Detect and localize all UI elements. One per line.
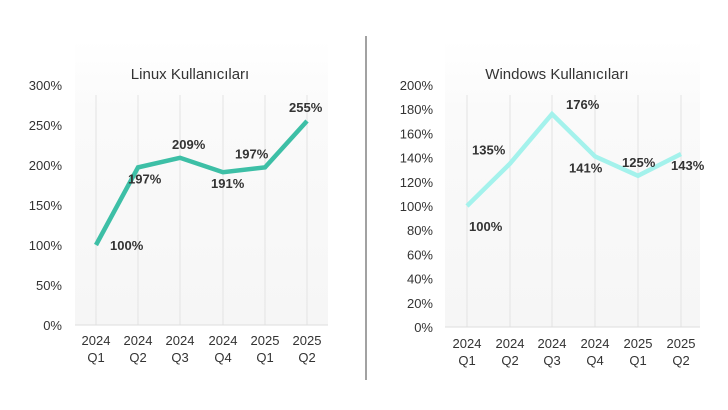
windows-x-tick-year: 2024 bbox=[453, 336, 482, 351]
linux-x-tick-quarter: Q2 bbox=[129, 350, 146, 365]
windows-x-tick-quarter: Q3 bbox=[543, 353, 560, 368]
linux-x-tick-year: 2025 bbox=[251, 333, 280, 348]
windows-y-tick-label: 100% bbox=[400, 199, 434, 214]
windows-y-tick-label: 60% bbox=[407, 247, 433, 262]
linux-x-tick-quarter: Q2 bbox=[298, 350, 315, 365]
windows-y-tick-label: 40% bbox=[407, 272, 433, 287]
linux-y-tick-label: 50% bbox=[36, 278, 62, 293]
linux-x-tick-year: 2024 bbox=[209, 333, 238, 348]
linux-x-tick-quarter: Q1 bbox=[87, 350, 104, 365]
linux-data-label: 197% bbox=[128, 171, 162, 186]
linux-y-tick-label: 300% bbox=[29, 78, 63, 93]
linux-x-tick-year: 2024 bbox=[166, 333, 195, 348]
windows-y-tick-label: 200% bbox=[400, 78, 434, 93]
windows-x-tick-year: 2025 bbox=[624, 336, 653, 351]
windows-x-tick-quarter: Q1 bbox=[629, 353, 646, 368]
linux-chart-title: Linux Kullanıcıları bbox=[131, 66, 249, 83]
windows-x-tick-quarter: Q1 bbox=[458, 353, 475, 368]
linux-x-tick-year: 2024 bbox=[82, 333, 111, 348]
windows-x-tick-year: 2024 bbox=[538, 336, 567, 351]
windows-y-tick-label: 120% bbox=[400, 175, 434, 190]
linux-data-label: 100% bbox=[110, 238, 144, 253]
linux-x-tick-year: 2025 bbox=[293, 333, 322, 348]
windows-x-tick-quarter: Q2 bbox=[501, 353, 518, 368]
linux-x-tick-quarter: Q3 bbox=[171, 350, 188, 365]
linux-data-label: 191% bbox=[211, 176, 245, 191]
linux-x-tick-quarter: Q1 bbox=[256, 350, 273, 365]
linux-x-tick-year: 2024 bbox=[124, 333, 153, 348]
windows-x-tick-year: 2024 bbox=[581, 336, 610, 351]
windows-series-line bbox=[465, 110, 683, 208]
windows-y-tick-label: 180% bbox=[400, 102, 434, 117]
windows-data-label: 125% bbox=[622, 155, 656, 170]
windows-x-tick-quarter: Q2 bbox=[672, 353, 689, 368]
windows-chart-title: Windows Kullanıcıları bbox=[485, 66, 628, 83]
windows-data-label: 135% bbox=[472, 143, 506, 158]
windows-data-label: 100% bbox=[469, 219, 503, 234]
linux-series-line bbox=[94, 119, 309, 247]
windows-data-label: 141% bbox=[569, 160, 603, 175]
windows-x-tick-quarter: Q4 bbox=[586, 353, 603, 368]
windows-data-label: 143% bbox=[671, 158, 705, 173]
linux-x-tick-quarter: Q4 bbox=[214, 350, 231, 365]
linux-plot-area bbox=[75, 40, 328, 325]
linux-y-tick-label: 100% bbox=[29, 238, 63, 253]
linux-y-tick-label: 150% bbox=[29, 198, 63, 213]
windows-x-tick-year: 2024 bbox=[496, 336, 525, 351]
windows-y-tick-label: 80% bbox=[407, 223, 433, 238]
windows-y-tick-label: 140% bbox=[400, 151, 434, 166]
windows-y-tick-label: 0% bbox=[414, 320, 433, 335]
windows-chart: Windows Kullanıcıları 0% 20% 40% 60% 80% 100% 1… bbox=[400, 40, 705, 368]
linux-y-tick-label: 0% bbox=[43, 318, 62, 333]
linux-y-tick-label: 200% bbox=[29, 158, 63, 173]
linux-chart: Linux Kullanıcıları 0% 50% 100% 150% 200% 250%… bbox=[29, 40, 328, 365]
windows-data-label: 176% bbox=[566, 97, 600, 112]
windows-x-tick-year: 2025 bbox=[667, 336, 696, 351]
linux-data-label: 255% bbox=[289, 100, 323, 115]
windows-plot-area bbox=[445, 40, 700, 327]
linux-data-label: 209% bbox=[172, 137, 206, 152]
windows-y-tick-label: 160% bbox=[400, 126, 434, 141]
linux-data-label: 197% bbox=[235, 146, 269, 161]
linux-y-tick-label: 250% bbox=[29, 118, 63, 133]
windows-y-tick-label: 20% bbox=[407, 296, 433, 311]
